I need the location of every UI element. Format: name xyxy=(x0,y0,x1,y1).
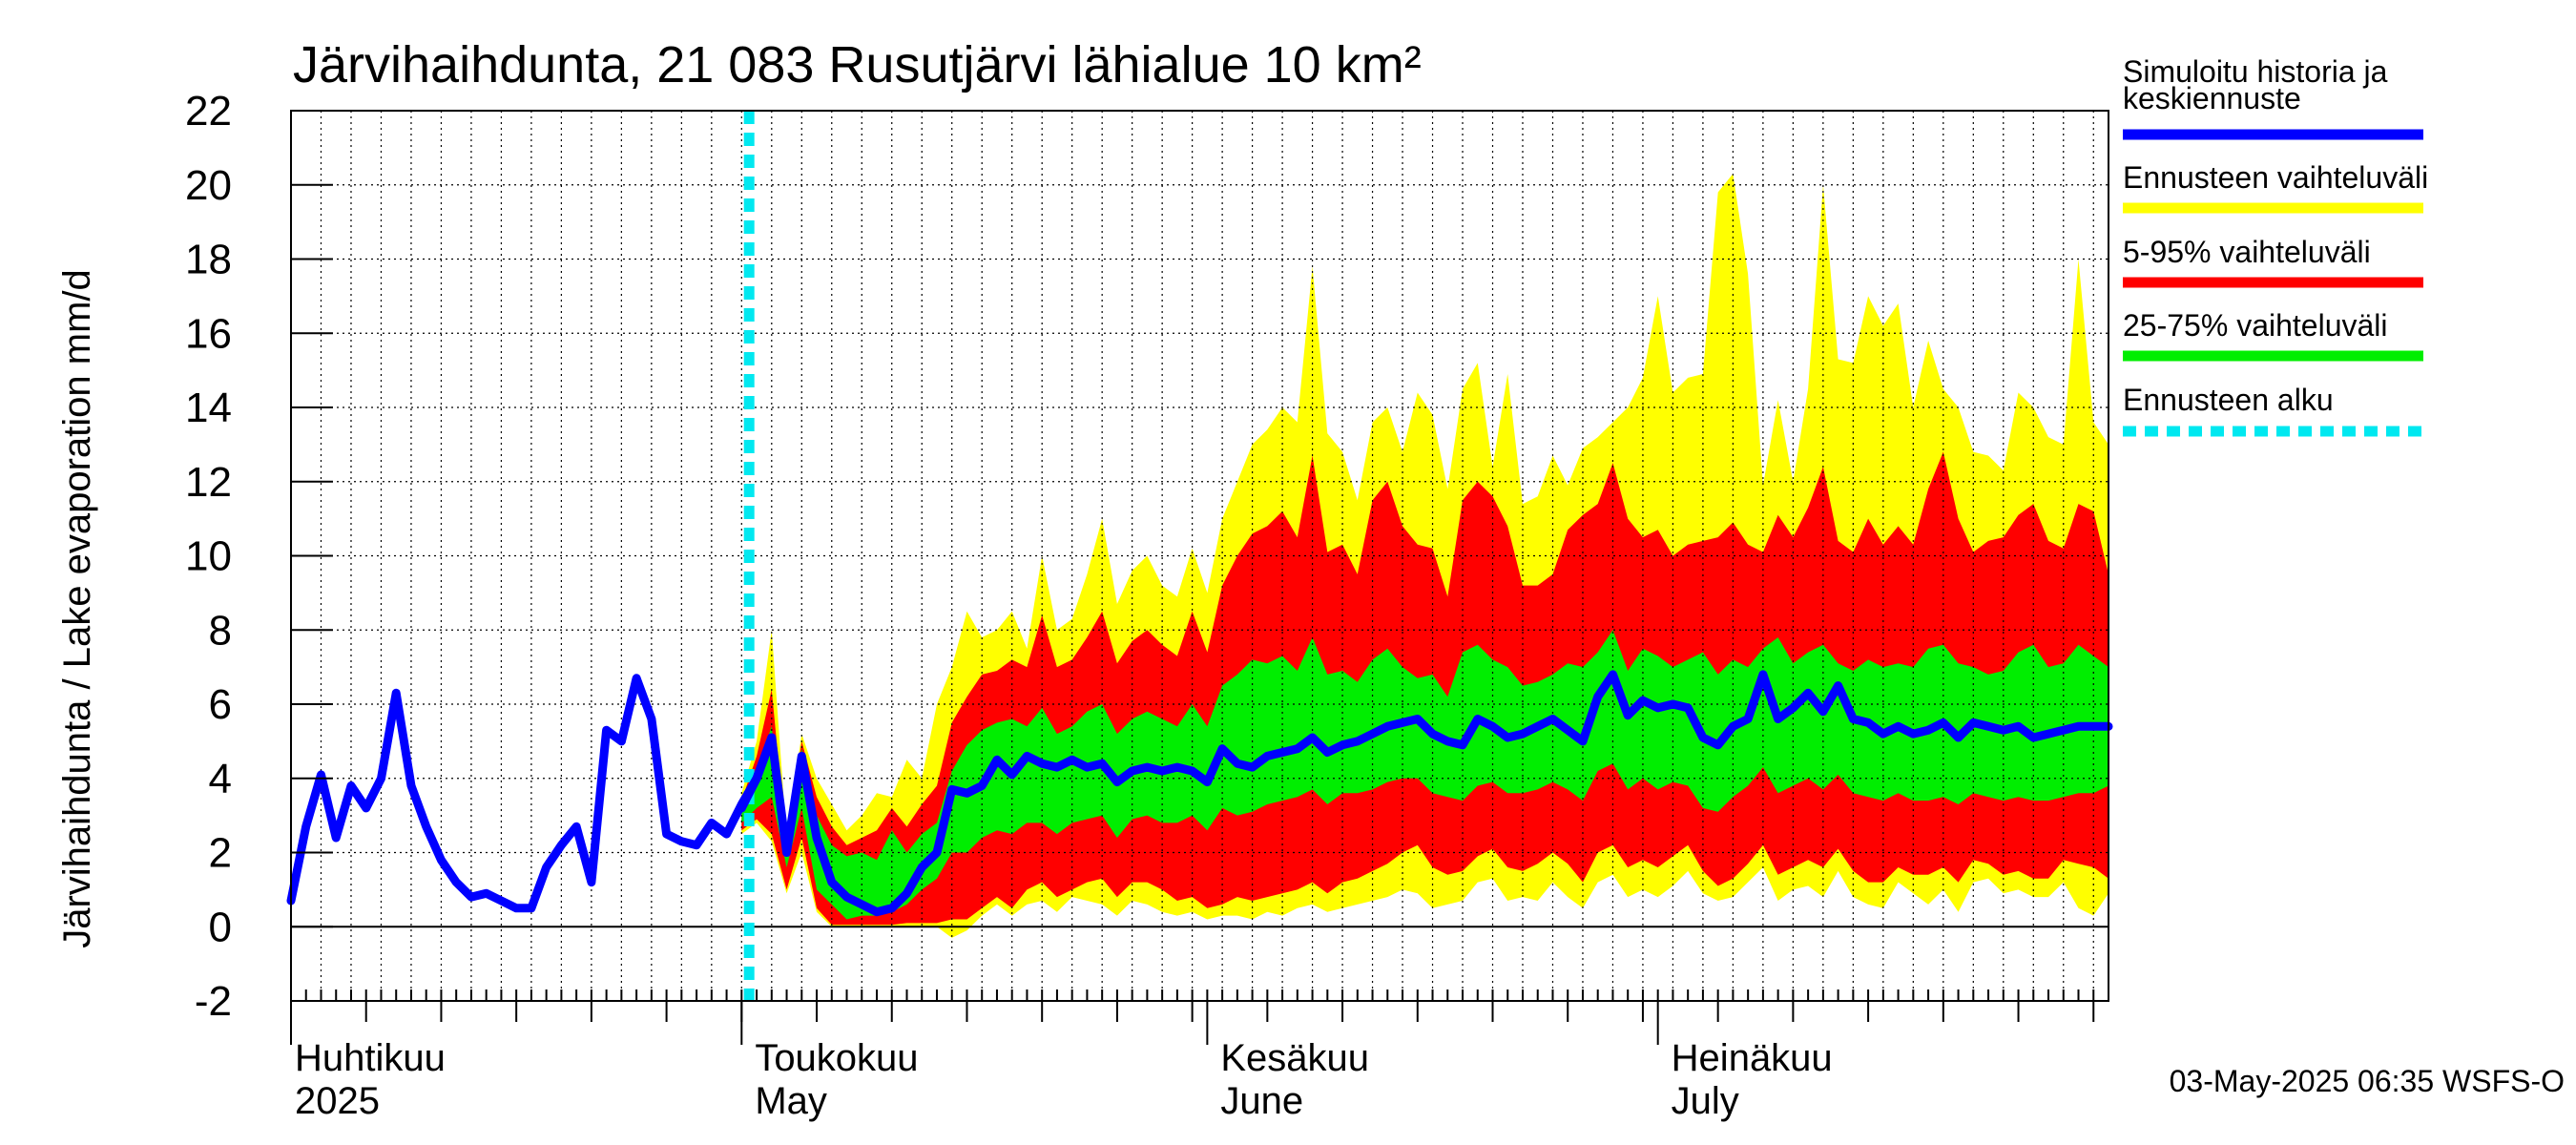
y-axis: -2 0 2 4 6 8 10 12 14 16 18 20 22 xyxy=(185,88,333,1025)
x-axis xyxy=(290,989,2095,1045)
month-label-en: May xyxy=(755,1080,827,1122)
median-forecast-line xyxy=(737,670,2113,917)
month-label-fi: Huhtikuu xyxy=(295,1037,446,1079)
month-label-fi: Toukokuu xyxy=(755,1037,918,1079)
legend-label: Ennusteen alku xyxy=(2123,383,2334,417)
y-tick-label: 0 xyxy=(209,904,232,950)
y-tick-label: 4 xyxy=(209,756,232,802)
p25-75-band xyxy=(741,630,2109,920)
month-label-en: July xyxy=(1672,1080,1739,1122)
chart-title: Järvihaihdunta, 21 083 Rusutjärvi lähial… xyxy=(293,36,1422,94)
timestamp: 03-May-2025 06:35 WSFS-O xyxy=(2170,1064,2565,1098)
y-tick-label: 20 xyxy=(185,162,232,209)
y-tick-label: -2 xyxy=(195,978,232,1025)
y-tick-label: 10 xyxy=(185,533,232,580)
month-label-fi: Heinäkuu xyxy=(1672,1037,1833,1079)
month-label-fi: Kesäkuu xyxy=(1220,1037,1369,1079)
legend-label: keskiennuste xyxy=(2123,81,2301,115)
y-tick-label: 18 xyxy=(185,237,232,283)
y-tick-label: 14 xyxy=(185,385,232,431)
legend-label: 5-95% vaihteluväli xyxy=(2123,235,2371,269)
y-tick-label: 22 xyxy=(185,88,232,135)
y-tick-label: 8 xyxy=(209,607,232,654)
legend-label: Ennusteen vaihteluväli xyxy=(2123,160,2428,195)
y-tick-label: 2 xyxy=(209,830,232,877)
month-label-en: 2025 xyxy=(295,1080,380,1122)
month-label-en: June xyxy=(1220,1080,1303,1122)
y-tick-label: 12 xyxy=(185,459,232,506)
legend-label: 25-75% vaihteluväli xyxy=(2123,308,2388,343)
y-tick-label: 6 xyxy=(209,681,232,728)
y-axis-label: Järvihaihdunta / Lake evaporation mm/d xyxy=(56,269,98,948)
legend-label: Simuloitu historia ja xyxy=(2123,54,2388,89)
history-line xyxy=(286,674,777,913)
y-tick-label: 16 xyxy=(185,310,232,357)
